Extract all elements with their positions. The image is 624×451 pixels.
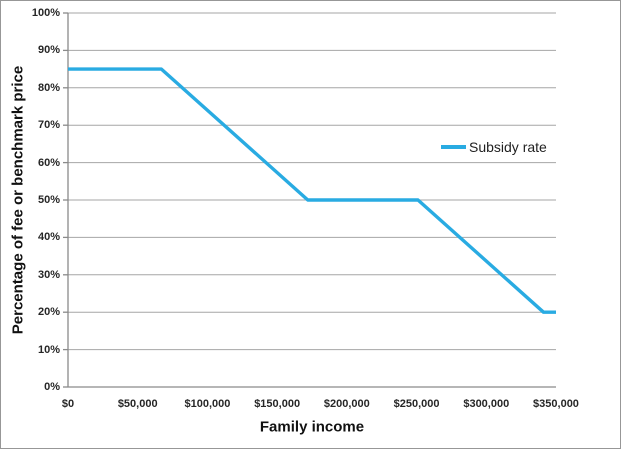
y-tick-label: 20% — [37, 306, 60, 319]
series-line-subsidy-rate — [68, 67, 556, 314]
y-tick-label: 90% — [37, 44, 60, 57]
y-tick-label: 60% — [37, 156, 60, 169]
x-tick-label: $0 — [61, 398, 75, 410]
legend-line-swatch — [441, 145, 466, 149]
y-tick-label: 100% — [31, 7, 60, 19]
x-tick-label: $250,000 — [393, 398, 440, 410]
y-tick-label: 30% — [37, 268, 60, 281]
x-tick-label: $100,000 — [184, 398, 231, 410]
x-tick-label: $300,000 — [463, 398, 510, 410]
y-tick-label: 80% — [37, 81, 60, 94]
x-axis-title: Family income — [259, 418, 365, 436]
y-tick-label: 70% — [37, 119, 60, 132]
y-tick-label: 10% — [37, 343, 60, 356]
y-tick-label: 40% — [37, 231, 60, 244]
y-tick-label: 0% — [44, 381, 60, 393]
x-tick-label: $350,000 — [533, 398, 579, 410]
x-tick-label: $200,000 — [323, 398, 370, 410]
legend-label: Subsidy rate — [469, 139, 547, 155]
x-tick-label: $150,000 — [254, 398, 301, 410]
x-tick-label: $50,000 — [117, 398, 158, 410]
legend: Subsidy rate — [441, 139, 547, 155]
y-tick-label: 50% — [37, 194, 60, 206]
